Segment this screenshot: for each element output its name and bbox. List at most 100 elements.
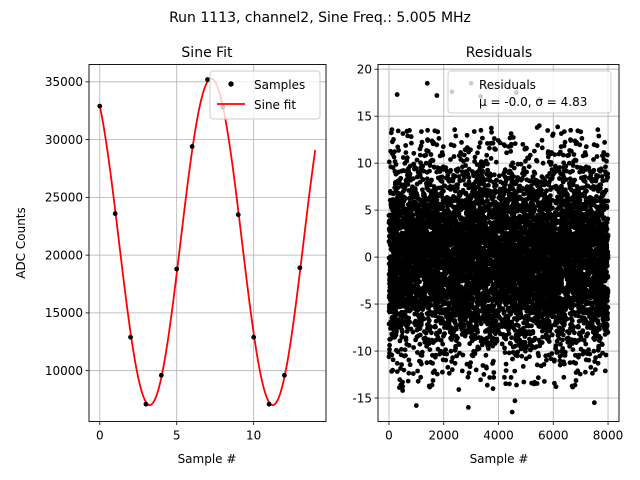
- residual-point: [456, 342, 462, 347]
- residual-point: [440, 144, 446, 150]
- residual-point: [516, 323, 521, 328]
- residual-point: [408, 307, 413, 313]
- residual-point: [485, 161, 490, 167]
- residual-point: [389, 352, 395, 358]
- sine-fit-xtick-label: 5: [173, 429, 181, 443]
- residual-point: [511, 165, 517, 171]
- residual-point: [406, 343, 412, 348]
- residual-point: [398, 175, 404, 181]
- residual-point: [510, 356, 515, 362]
- residual-point: [487, 145, 492, 151]
- residual-point: [403, 150, 409, 156]
- residual-point: [392, 149, 397, 155]
- residual-point: [427, 168, 432, 174]
- residual-point: [415, 368, 420, 374]
- sample-point: [189, 144, 195, 149]
- residual-point: [486, 182, 491, 188]
- residual-point: [406, 357, 412, 363]
- residual-point: [425, 148, 431, 154]
- residual-point: [499, 341, 505, 347]
- residual-point: [403, 143, 409, 148]
- residual-point: [484, 365, 489, 371]
- residual-point: [459, 368, 465, 374]
- residual-point: [453, 346, 458, 351]
- residual-point: [448, 348, 454, 354]
- residual-point: [407, 319, 413, 325]
- residual-point: [400, 155, 406, 160]
- residual-point: [445, 364, 451, 370]
- sine-fit-ytick-label: 15000: [45, 306, 83, 320]
- residual-point: [421, 316, 427, 322]
- legend-samples-marker: [228, 81, 234, 87]
- residual-point: [407, 127, 412, 133]
- legend-samples-label: Samples: [254, 78, 305, 92]
- residual-point: [429, 382, 435, 388]
- residual-point: [442, 331, 447, 337]
- sine-fit-ylabel: ADC Counts: [14, 207, 28, 279]
- residual-point: [489, 129, 494, 135]
- residual-point: [415, 378, 421, 384]
- residual-point: [403, 353, 408, 358]
- residual-point: [394, 329, 399, 335]
- residual-point: [470, 296, 476, 301]
- residual-point: [424, 176, 430, 182]
- residual-point: [427, 347, 433, 352]
- residual-point: [452, 320, 458, 326]
- sine-fit-legend-box: [209, 70, 321, 120]
- residual-point: [502, 345, 507, 351]
- residual-point: [468, 360, 473, 365]
- residual-point: [425, 127, 430, 133]
- residual-point: [508, 375, 514, 380]
- residual-point: [389, 127, 395, 132]
- sample-point: [205, 77, 210, 82]
- residual-point: [424, 360, 430, 366]
- sine-fit-curve-layer: [98, 77, 317, 406]
- residual-point: [419, 139, 425, 145]
- residual-point: [407, 171, 413, 177]
- residual-point: [422, 339, 428, 345]
- residuals-points-layer: [386, 80, 611, 415]
- residual-point: [486, 346, 491, 351]
- residual-point: [428, 152, 434, 157]
- residual-point: [418, 374, 424, 380]
- residual-point: [484, 152, 490, 158]
- sample-point: [97, 103, 103, 109]
- sine-fit-title: Sine Fit: [181, 45, 233, 61]
- residual-point: [476, 346, 482, 351]
- residual-point: [419, 322, 424, 327]
- residual-point: [423, 330, 429, 336]
- residual-point: [434, 197, 440, 203]
- residual-point: [431, 140, 436, 145]
- residual-point: [395, 349, 401, 355]
- residual-point: [426, 341, 432, 346]
- residual-point: [417, 152, 423, 158]
- residual-point: [434, 371, 440, 377]
- residual-point: [436, 299, 442, 305]
- residual-point: [443, 347, 448, 353]
- sample-point: [112, 211, 118, 216]
- residual-point: [520, 364, 526, 369]
- residual-point: [430, 158, 436, 163]
- residual-point: [452, 360, 458, 366]
- residual-point: [491, 172, 497, 178]
- residual-point: [461, 152, 467, 158]
- residual-point: [406, 315, 412, 321]
- residual-point: [451, 154, 457, 159]
- residual-point: [417, 279, 422, 285]
- residual-point: [391, 137, 396, 142]
- residual-point: [477, 140, 483, 146]
- residual-point: [438, 338, 444, 343]
- residual-point: [440, 369, 445, 375]
- sine-fit-ytick-label: 10000: [45, 364, 83, 378]
- residual-point: [411, 345, 416, 350]
- residual-point: [473, 367, 479, 373]
- residual-point: [429, 177, 434, 183]
- residual-point: [455, 335, 460, 341]
- residual-point: [405, 182, 411, 187]
- residual-point: [386, 159, 392, 165]
- sine-fit-ytick-label: 25000: [45, 191, 83, 205]
- residual-point: [518, 161, 524, 167]
- residual-point: [441, 188, 446, 194]
- residual-point: [502, 350, 508, 355]
